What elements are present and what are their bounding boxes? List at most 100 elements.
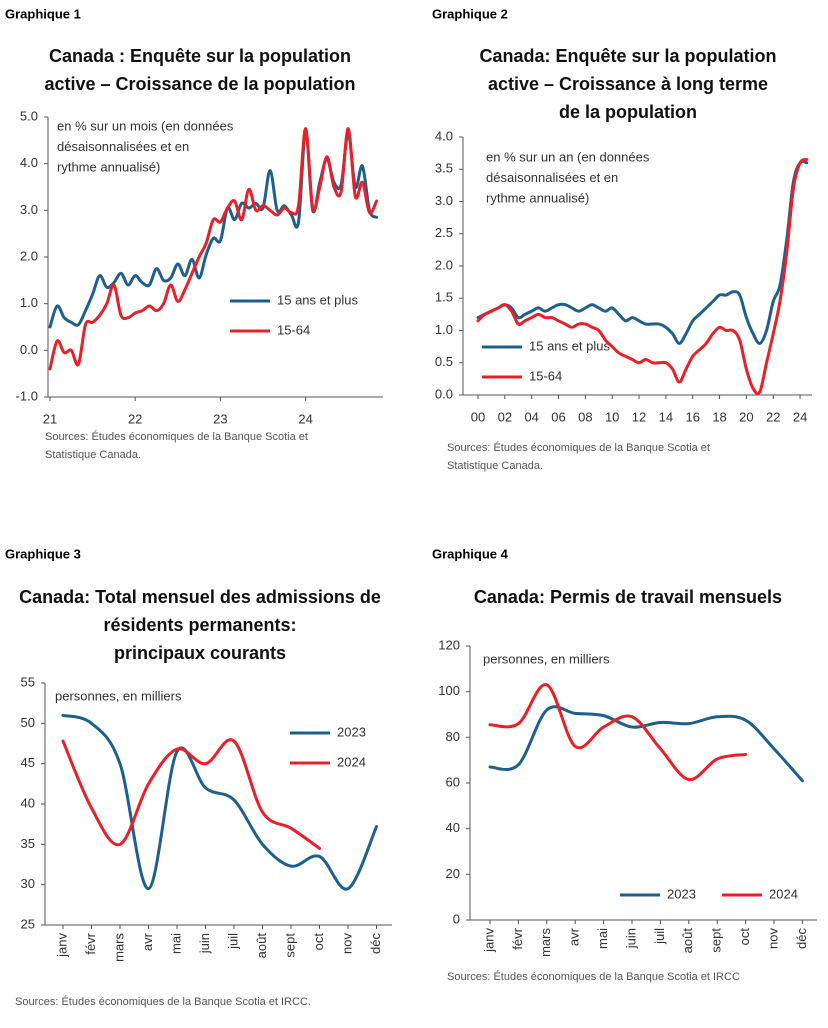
y-tick-label: 45: [21, 755, 35, 770]
x-tick-label: nov: [765, 928, 780, 949]
y-tick-label: 0.0: [20, 342, 38, 357]
x-tick-label: 16: [685, 409, 699, 424]
chart-title: Canada: Total mensuel des admissions de: [19, 587, 381, 607]
legend-label: 15-64: [277, 322, 310, 337]
y-tick-label: 50: [21, 715, 35, 730]
x-tick-label: nov: [339, 933, 354, 954]
x-tick-label: 04: [524, 409, 538, 424]
figure-label: Graphique 3: [5, 546, 81, 561]
y-tick-label: 3.5: [435, 161, 453, 176]
sources: Sources: Études économiques de la Banque…: [447, 441, 710, 454]
x-tick-label: 18: [712, 409, 726, 424]
x-tick-label: 10: [605, 409, 619, 424]
x-tick-label: août: [680, 928, 695, 954]
x-tick-label: mai: [595, 928, 610, 949]
chart-title: de la population: [559, 102, 697, 122]
x-tick-label: 20: [739, 409, 753, 424]
x-tick-label: août: [254, 933, 269, 959]
y-tick-label: 25: [21, 916, 35, 931]
legend-label: 15 ans et plus: [529, 338, 610, 353]
x-tick-label: 12: [632, 409, 646, 424]
x-tick-label: 06: [551, 409, 565, 424]
data-line: [61, 713, 378, 891]
legend-label: 2024: [337, 754, 366, 769]
legend-label: 2024: [769, 886, 798, 901]
y-tick-label: 0.5: [435, 354, 453, 369]
y-tick-label: 3.0: [435, 193, 453, 208]
x-tick-label: juin: [197, 933, 212, 954]
x-tick-label: oct: [311, 933, 326, 951]
y-tick-label: -1.0: [16, 388, 38, 403]
annotation: rythme annualisé): [486, 190, 589, 205]
legend-label: 2023: [667, 886, 696, 901]
x-tick-label: 08: [578, 409, 592, 424]
y-tick-label: 60: [446, 774, 460, 789]
y-tick-label: 0: [453, 911, 460, 926]
x-tick-label: févr: [510, 927, 525, 949]
annotation: personnes, en milliers: [55, 688, 182, 703]
annotation: rythme annualisé): [57, 159, 160, 174]
y-tick-label: 4.0: [435, 128, 453, 143]
y-tick-label: 2.0: [20, 248, 38, 263]
sources: Sources: Études économiques de la Banque…: [447, 970, 740, 983]
x-tick-label: 24: [793, 409, 807, 424]
y-tick-label: 0.0: [435, 386, 453, 401]
chart-title: active – Croissance à long terme: [488, 74, 768, 94]
x-tick-label: 14: [659, 409, 673, 424]
data-line: [488, 683, 748, 782]
data-line: [61, 738, 321, 850]
y-tick-label: 35: [21, 836, 35, 851]
figure-label: Graphique 2: [432, 6, 508, 21]
x-tick-label: juin: [623, 928, 638, 949]
legend-label: 15 ans et plus: [277, 292, 358, 307]
figure-label: Graphique 1: [5, 6, 81, 21]
chart-title: résidents permanents:: [103, 615, 296, 635]
figure-label: Graphique 4: [432, 546, 509, 561]
x-tick-label: mai: [168, 933, 183, 954]
x-tick-label: 24: [298, 411, 312, 426]
x-tick-label: avr: [567, 927, 582, 946]
data-line: [476, 159, 809, 345]
x-tick-label: sept: [282, 933, 297, 958]
y-tick-label: 1.0: [20, 295, 38, 310]
chart-title: Canada: Permis de travail mensuels: [474, 587, 782, 607]
legend-label: 15-64: [529, 368, 562, 383]
x-tick-label: 22: [128, 411, 142, 426]
y-tick-label: 2.5: [435, 225, 453, 240]
x-tick-label: 22: [766, 409, 780, 424]
chart-title: active – Croissance de la population: [44, 74, 355, 94]
x-tick-label: 21: [43, 411, 57, 426]
annotation: désaisonnalisées et en: [57, 139, 189, 154]
x-tick-label: mars: [111, 933, 126, 962]
chart-title: Canada : Enquête sur la population: [49, 46, 351, 66]
data-line: [488, 705, 804, 783]
y-tick-label: 4.0: [20, 155, 38, 170]
legend-label: 2023: [337, 724, 366, 739]
annotation: en % sur un mois (en données: [57, 118, 234, 133]
annotation: personnes, en milliers: [483, 651, 610, 666]
x-tick-label: juil: [652, 928, 667, 945]
y-tick-label: 1.0: [435, 322, 453, 337]
y-tick-label: 120: [438, 637, 460, 652]
chart-title: principaux courants: [114, 643, 286, 663]
y-tick-label: 5.0: [20, 108, 38, 123]
sources: Sources: Études économiques de la Banque…: [45, 430, 308, 443]
sources: Statistique Canada.: [45, 449, 141, 461]
x-tick-label: 02: [498, 409, 512, 424]
y-tick-label: 1.5: [435, 290, 453, 305]
x-tick-label: févr: [83, 932, 98, 954]
chart-title: Canada: Enquête sur la population: [479, 46, 776, 66]
x-tick-label: avr: [140, 932, 155, 951]
y-tick-label: 20: [446, 866, 460, 881]
annotation: en % sur un an (en données: [486, 149, 650, 164]
x-tick-label: 00: [471, 409, 485, 424]
y-tick-label: 2.0: [435, 257, 453, 272]
y-tick-label: 40: [446, 820, 460, 835]
data-line: [48, 127, 379, 371]
y-tick-label: 55: [21, 674, 35, 689]
x-tick-label: déc: [368, 933, 383, 954]
y-tick-label: 30: [21, 876, 35, 891]
y-tick-label: 80: [446, 729, 460, 744]
sources: Statistique Canada.: [447, 460, 543, 472]
